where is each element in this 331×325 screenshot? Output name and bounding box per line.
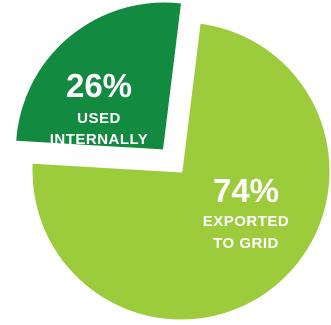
slice-percent-exported-to-grid: 74% (213, 172, 279, 209)
slice-label-line-internally: INTERNALLY (50, 131, 149, 148)
slice-label-line-to-grid: TO GRID (213, 235, 279, 252)
pie-slice-used-internally (13, 0, 185, 153)
pie-slice-exported-to-grid (29, 20, 331, 323)
pie-slices (13, 0, 331, 323)
slice-label-used-internally: 26% USED INTERNALLY (50, 67, 149, 148)
slice-label-line-exported: EXPORTED (203, 213, 290, 230)
slice-label-line-used: USED (77, 110, 121, 127)
slice-percent-used-internally: 26% (66, 67, 132, 104)
slice-label-exported-to-grid: 74% EXPORTED TO GRID (203, 172, 290, 252)
